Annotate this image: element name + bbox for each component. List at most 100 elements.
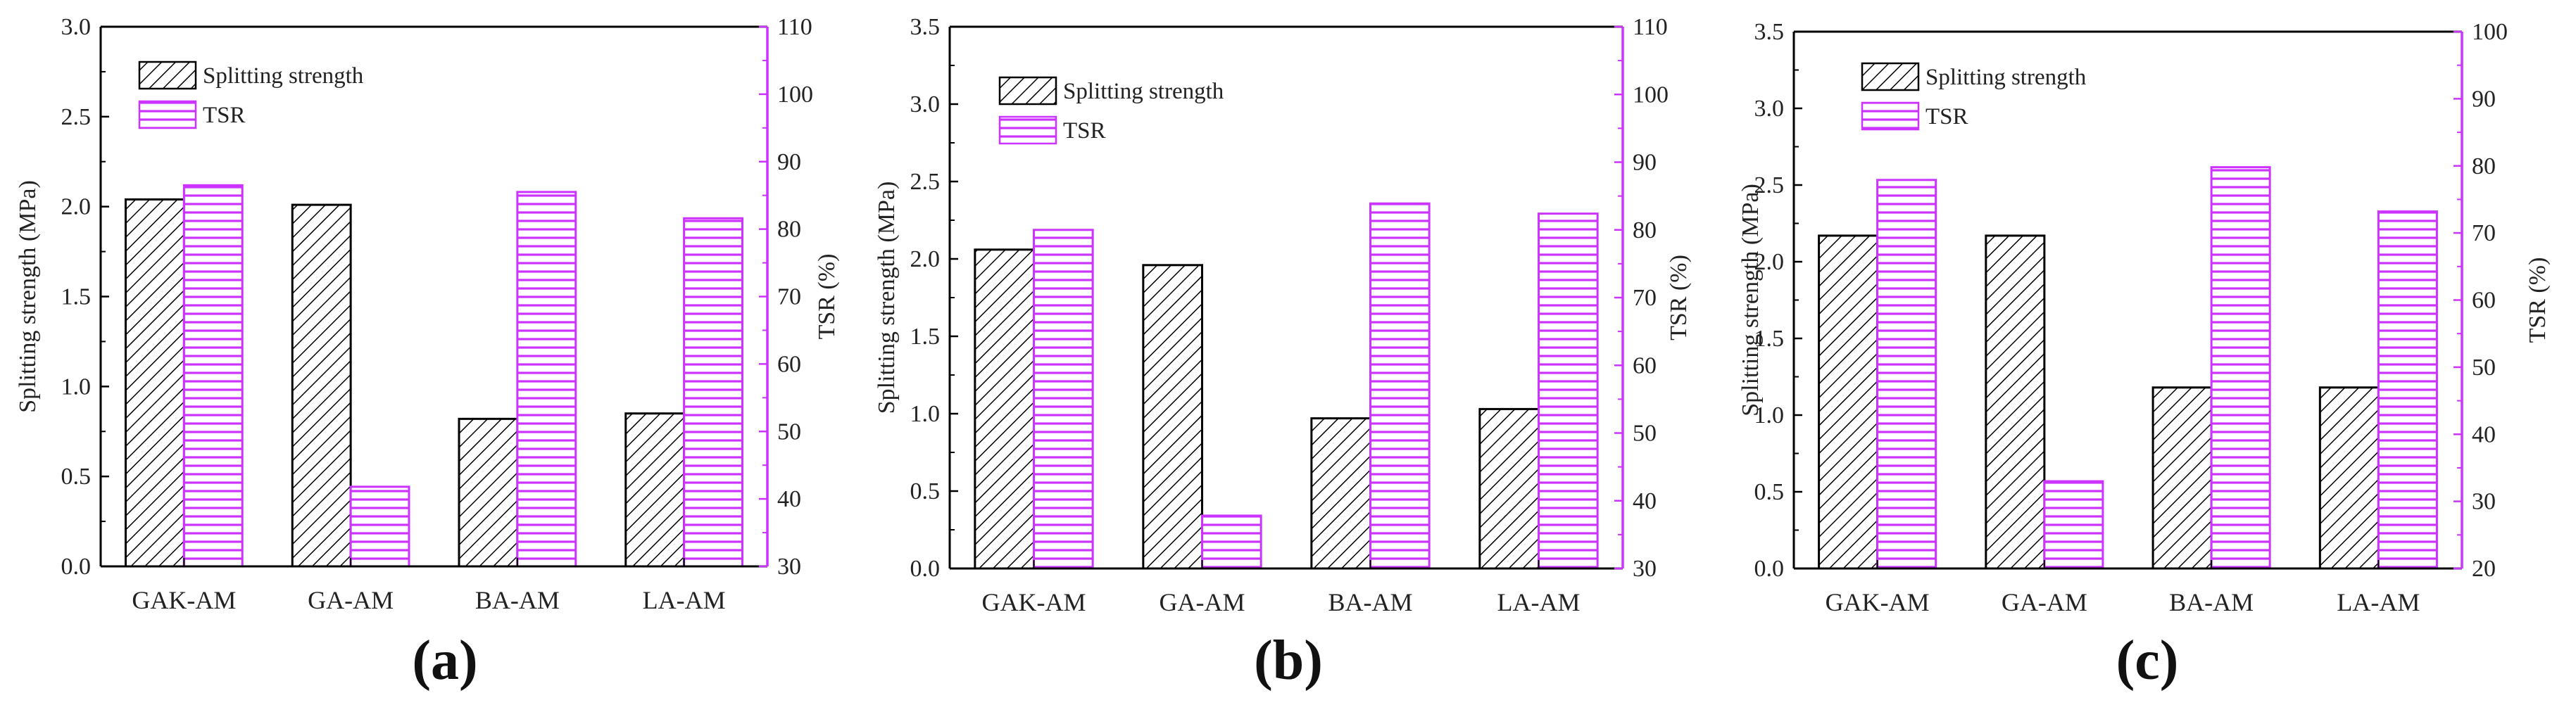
tsr-bar-la-am xyxy=(683,217,743,568)
panel-label: (a) xyxy=(412,630,477,692)
y2-tick-label: 30 xyxy=(777,554,801,580)
y2-tick-label: 90 xyxy=(2472,86,2496,112)
y-tick-label: 0.0 xyxy=(1754,556,1785,582)
y-tick-label: 1.0 xyxy=(1754,402,1785,428)
legend-label-strength: Splitting strength xyxy=(1925,65,2087,90)
y-tick-label: 3.0 xyxy=(1754,96,1785,122)
legend: Splitting strength TSR xyxy=(998,76,1224,145)
y-tick-label: 0.5 xyxy=(1754,479,1785,505)
y-tick-label: 1.0 xyxy=(61,374,92,400)
panel-label: (c) xyxy=(2116,630,2179,692)
y-axis-title: Splitting strength (MPa) xyxy=(874,182,900,414)
legend: Splitting strength TSR xyxy=(138,61,364,129)
y2-tick-label: 40 xyxy=(2472,421,2496,447)
panel-label: (b) xyxy=(1254,630,1323,692)
tsr-bar-gak-am xyxy=(1033,229,1094,570)
legend-swatch-tsr xyxy=(138,100,197,129)
strength-bar-la-am xyxy=(1478,407,1540,570)
y2-tick-label: 110 xyxy=(777,14,812,40)
tsr-bar-ba-am xyxy=(516,191,577,568)
y2-tick-label: 60 xyxy=(777,351,801,377)
strength-bar-gak-am xyxy=(1818,234,1879,570)
legend: Splitting strength TSR xyxy=(1861,62,2087,131)
legend-label-strength: Splitting strength xyxy=(203,63,364,89)
y2-tick-label: 30 xyxy=(2472,489,2496,515)
y-tick-label: 3.0 xyxy=(910,91,941,117)
y2-tick-label: 60 xyxy=(2472,288,2496,314)
category-label: BA-AM xyxy=(1328,588,1412,616)
y-tick-label: 0.5 xyxy=(61,464,92,490)
legend-swatch-tsr xyxy=(998,115,1057,145)
tsr-bar-ga-am xyxy=(1201,514,1262,570)
y-tick-label: 2.0 xyxy=(910,246,941,272)
y2-tick-label: 70 xyxy=(777,284,801,310)
y2-tick-label: 100 xyxy=(2472,19,2508,45)
legend-label-tsr: TSR xyxy=(1063,118,1106,144)
y2-axis-title: TSR (%) xyxy=(1666,255,1692,341)
strength-bar-la-am xyxy=(2318,386,2380,570)
y-axis-title: Splitting strength (MPa) xyxy=(15,180,41,413)
legend-swatch-strength xyxy=(138,61,197,90)
legend-swatch-strength xyxy=(1861,62,1920,91)
category-label: LA-AM xyxy=(2337,588,2420,616)
y-tick-label: 2.0 xyxy=(1754,249,1785,275)
legend-label-tsr: TSR xyxy=(1925,104,1968,129)
y2-tick-label: 100 xyxy=(777,82,813,108)
tsr-bar-ga-am xyxy=(349,485,410,568)
y2-tick-label: 80 xyxy=(1633,217,1657,243)
y-tick-label: 3.5 xyxy=(1754,19,1785,45)
strength-bar-ba-am xyxy=(2151,386,2213,570)
strength-bar-la-am xyxy=(624,412,686,568)
strength-bar-ba-am xyxy=(1310,417,1371,570)
y-tick-label: 3.5 xyxy=(910,14,941,40)
y2-tick-label: 80 xyxy=(2472,153,2496,179)
y-tick-label: 1.0 xyxy=(910,401,941,427)
y-tick-label: 1.5 xyxy=(1754,326,1785,352)
tsr-bar-ba-am xyxy=(2210,166,2271,570)
strength-bar-gak-am xyxy=(125,198,185,568)
strength-bar-gak-am xyxy=(974,248,1035,570)
y2-axis-title: TSR (%) xyxy=(2525,258,2551,343)
strength-bar-ga-am xyxy=(1985,234,2046,570)
chart-panel-c: GAK-AM GA-AM BA-AM LA-AM 0.0 0.5 1.0 1.5 2.0 2.5 3… xyxy=(1738,19,2551,692)
y-tick-label: 1.5 xyxy=(61,284,92,310)
y-tick-label: 3.0 xyxy=(61,14,92,40)
y2-tick-label: 70 xyxy=(2472,220,2496,246)
legend-swatch-strength xyxy=(998,76,1057,106)
y-tick-label: 2.5 xyxy=(910,169,941,195)
y2-tick-label: 20 xyxy=(2472,556,2496,582)
category-label: GAK-AM xyxy=(132,586,236,614)
y2-tick-label: 110 xyxy=(1633,14,1668,40)
y2-tick-label: 50 xyxy=(1633,421,1657,447)
y2-tick-label: 90 xyxy=(1633,150,1657,176)
y2-tick-label: 50 xyxy=(2472,355,2496,381)
tsr-bar-la-am xyxy=(2377,210,2438,570)
y2-tick-label: 60 xyxy=(1633,352,1657,379)
chart-panel-a: GAK-AM GA-AM BA-AM LA-AM 0.0 0.5 1.0 1.5 2.0 2.5 3… xyxy=(15,14,840,692)
tsr-bar-ba-am xyxy=(1369,202,1431,570)
category-label: GA-AM xyxy=(2002,588,2087,616)
y2-tick-label: 40 xyxy=(1633,488,1657,514)
category-label: BA-AM xyxy=(475,586,560,614)
y2-tick-label: 70 xyxy=(1633,285,1657,311)
legend-label-tsr: TSR xyxy=(203,103,246,128)
y-tick-label: 1.5 xyxy=(910,324,941,350)
strength-bar-ba-am xyxy=(458,417,519,568)
tsr-bar-gak-am xyxy=(182,184,244,568)
category-label: LA-AM xyxy=(643,586,726,614)
y2-tick-label: 80 xyxy=(777,217,801,243)
y2-tick-label: 40 xyxy=(777,486,801,512)
y-tick-label: 0.0 xyxy=(910,556,941,582)
strength-bar-ga-am xyxy=(1142,264,1203,570)
y-tick-label: 2.0 xyxy=(61,194,92,220)
tsr-bar-la-am xyxy=(1538,212,1599,570)
category-label: GA-AM xyxy=(1160,588,1245,616)
y-tick-label: 0.5 xyxy=(910,478,941,504)
strength-bar-ga-am xyxy=(291,203,352,568)
y2-tick-label: 50 xyxy=(777,419,801,445)
y-tick-label: 0.0 xyxy=(61,554,92,580)
tsr-bar-ga-am xyxy=(2043,480,2104,570)
category-label: LA-AM xyxy=(1497,588,1581,616)
y2-tick-label: 90 xyxy=(777,149,801,175)
